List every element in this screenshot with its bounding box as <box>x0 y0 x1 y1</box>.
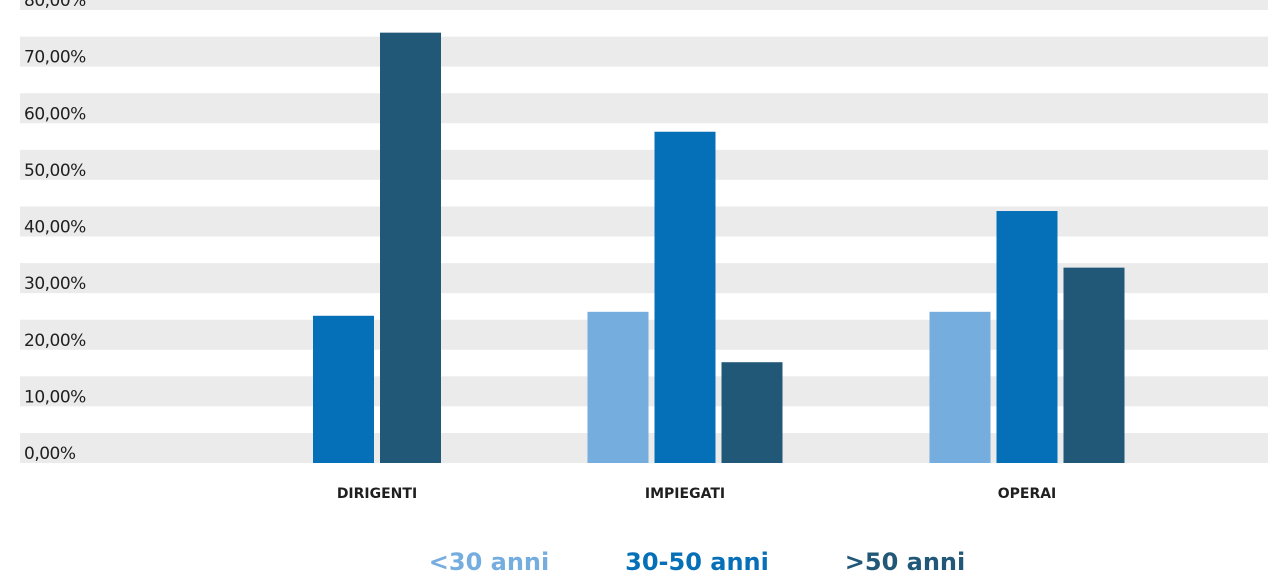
y-axis-ticks: 0,00% 10,00% 20,00% 30,00% 40,00% 50,00% 60,00… <box>24 0 87 464</box>
grid-bands <box>20 0 1268 463</box>
y-tick-label: 60,00% <box>24 104 86 124</box>
bar <box>721 362 783 463</box>
bar <box>996 211 1058 463</box>
bar <box>1063 267 1125 463</box>
y-tick-label: 0,00% <box>24 444 76 464</box>
y-tick-label: 20,00% <box>24 331 86 351</box>
y-tick-label: 70,00% <box>24 48 86 68</box>
legend-item: <30 anni <box>429 548 549 576</box>
x-tick-label: IMPIEGATI <box>645 486 725 502</box>
y-tick-label: 50,00% <box>24 161 86 181</box>
legend-item: 30-50 anni <box>625 548 769 576</box>
x-tick-label: DIRIGENTI <box>337 486 417 502</box>
bar <box>929 311 991 463</box>
legend-item: >50 anni <box>845 548 965 576</box>
y-tick-label: 40,00% <box>24 218 86 238</box>
grid-band <box>20 149 1268 180</box>
bar <box>654 131 716 463</box>
grid-band <box>20 263 1268 294</box>
grid-band <box>20 93 1268 124</box>
y-tick-label: 80,00% <box>24 0 86 11</box>
y-tick-label: 30,00% <box>24 274 86 294</box>
bars <box>313 32 1125 464</box>
grid-band <box>20 206 1268 237</box>
x-axis-ticks: DIRIGENTI IMPIEGATI OPERAI <box>337 486 1056 502</box>
grid-band <box>20 0 1268 10</box>
x-tick-label: OPERAI <box>998 486 1057 502</box>
bar <box>587 311 649 463</box>
bar <box>313 315 374 463</box>
y-tick-label: 10,00% <box>24 387 86 407</box>
legend: <30 anni 30-50 anni >50 anni <box>429 548 965 576</box>
bar <box>380 32 441 464</box>
grid-band <box>20 36 1268 67</box>
